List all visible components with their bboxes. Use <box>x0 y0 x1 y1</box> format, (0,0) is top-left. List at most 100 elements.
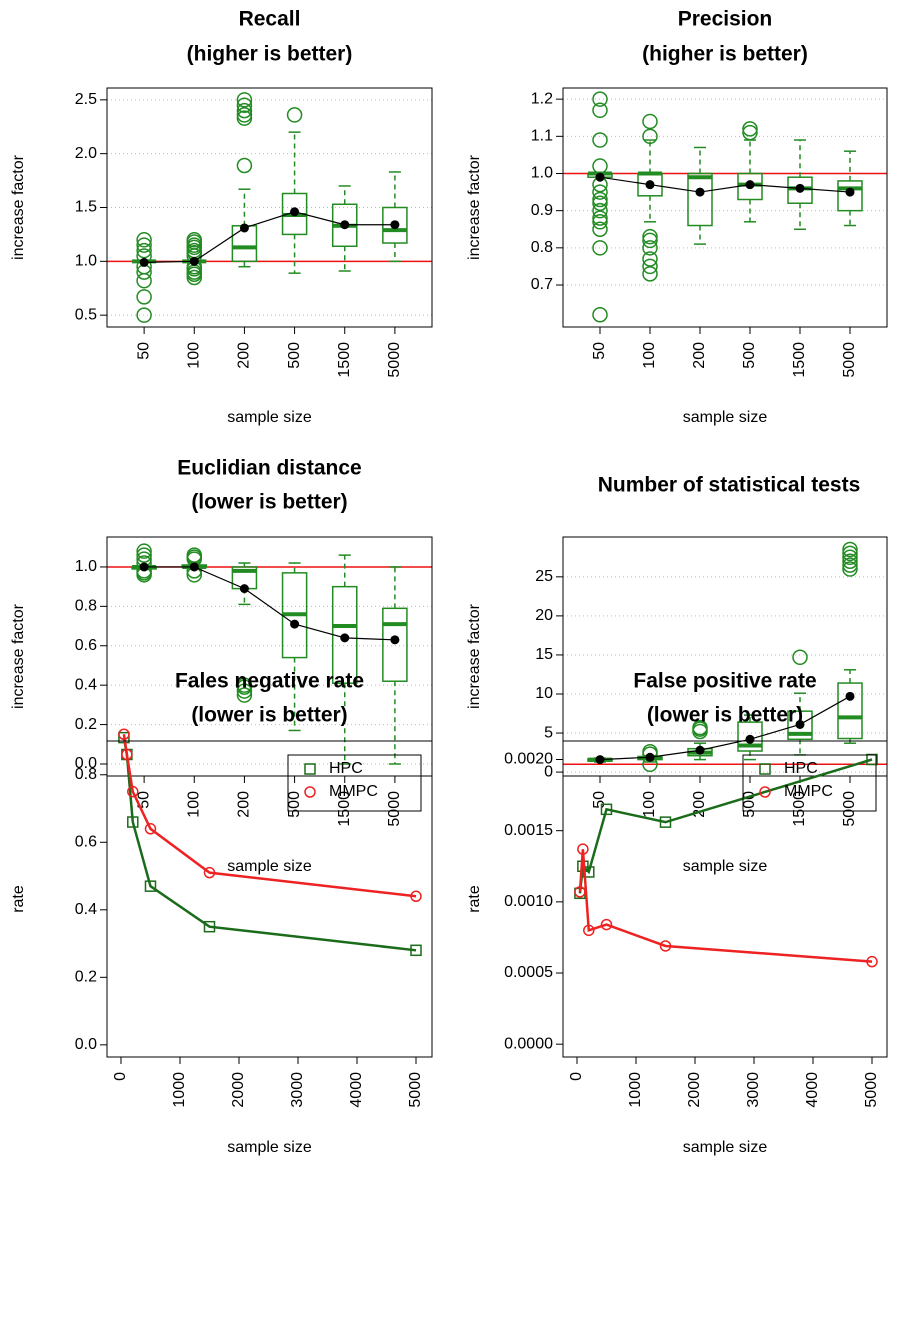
marker <box>866 955 878 968</box>
y-tick-label: 15 <box>535 646 553 663</box>
outlier <box>186 232 203 248</box>
y-tick-label: 0.2 <box>75 969 97 986</box>
y-axis-label: increase factor <box>466 603 483 709</box>
legend-marker <box>304 786 316 798</box>
mean-point <box>595 755 605 765</box>
outlier <box>792 649 808 666</box>
mean-point <box>239 223 249 233</box>
chart-title: Recall <box>239 8 301 31</box>
marker <box>127 785 139 798</box>
outlier <box>642 113 658 130</box>
outlier <box>136 232 152 248</box>
x-tick-label: 1500 <box>791 791 808 827</box>
chart-title: False positive rate <box>633 670 816 693</box>
y-tick-label: 1.2 <box>531 90 553 107</box>
outlier <box>592 132 608 148</box>
y-tick-label: 0.0000 <box>504 1035 553 1052</box>
x-axis-label: sample size <box>683 1139 768 1156</box>
mean-point <box>390 220 400 230</box>
plot-frame <box>562 536 888 777</box>
marker <box>583 924 595 937</box>
box <box>787 710 813 741</box>
outlier <box>592 202 608 219</box>
y-tick-label: 0.0005 <box>504 964 553 981</box>
marker <box>659 816 672 828</box>
mean-point <box>595 172 605 182</box>
outlier <box>136 307 152 323</box>
x-tick-label: 1000 <box>627 1072 644 1108</box>
mean-point <box>139 562 149 572</box>
mean-point <box>390 635 400 645</box>
x-axis-label: sample size <box>683 409 768 426</box>
y-tick-label: 1.0 <box>75 253 97 270</box>
y-tick-label: 1.5 <box>75 199 97 216</box>
y-tick-label: 0.9 <box>531 202 553 219</box>
x-axis-label: sample size <box>227 1139 312 1156</box>
outlier <box>642 232 658 249</box>
box <box>837 180 863 212</box>
x-tick-label: 5000 <box>386 342 403 378</box>
x-tick-label: 1500 <box>336 791 353 827</box>
legend-box <box>287 754 422 812</box>
outlier <box>236 677 253 693</box>
x-tick-label: 5000 <box>407 1072 424 1108</box>
outlier <box>592 240 608 256</box>
box <box>837 682 863 740</box>
outlier <box>842 553 858 569</box>
y-tick-label: 0.0010 <box>504 893 553 910</box>
x-tick-label: 4000 <box>804 1072 821 1108</box>
y-axis-label: increase factor <box>10 603 27 709</box>
chart-subtitle: (higher is better) <box>187 43 353 66</box>
y-tick-label: 0.0 <box>75 1036 97 1053</box>
y-tick-label: 0.5 <box>75 306 97 323</box>
mean-point <box>695 745 705 755</box>
outlier <box>236 687 253 703</box>
outlier <box>592 102 608 119</box>
mean-line <box>599 176 851 193</box>
x-tick-label: 50 <box>591 791 608 809</box>
outlier <box>742 121 758 137</box>
plot-frame <box>106 536 433 777</box>
outlier <box>592 158 608 174</box>
x-axis-label: sample size <box>227 409 312 426</box>
outlier <box>236 102 253 119</box>
x-axis-label: sample size <box>227 858 312 875</box>
outlier <box>286 107 303 123</box>
legend-label: HPC <box>329 760 363 777</box>
legend-label: MMPC <box>329 783 378 800</box>
outlier <box>592 184 608 200</box>
outlier <box>136 547 152 563</box>
marker <box>203 866 216 879</box>
chart-title: Number of statistical tests <box>598 474 861 497</box>
y-tick-label: 1.0 <box>75 558 97 575</box>
chart-title: Precision <box>678 8 773 31</box>
mean-point <box>189 256 199 266</box>
x-tick-label: 50 <box>591 342 608 360</box>
x-tick-label: 50 <box>135 342 152 360</box>
marker <box>600 918 613 931</box>
chart-subtitle: (higher is better) <box>642 43 808 66</box>
outlier <box>642 128 658 145</box>
x-tick-label: 2000 <box>230 1072 247 1108</box>
x-axis-label: sample size <box>683 858 768 875</box>
x-tick-label: 0 <box>568 1072 585 1081</box>
y-tick-label: 0.0020 <box>504 751 553 768</box>
y-axis-label: rate <box>10 885 27 913</box>
box <box>737 721 763 752</box>
y-tick-label: 0.6 <box>75 637 97 654</box>
box <box>382 607 408 682</box>
series-line <box>122 737 417 952</box>
y-tick-label: 5 <box>544 724 553 741</box>
series-line <box>578 849 873 963</box>
outlier <box>842 557 858 573</box>
outlier <box>236 97 253 113</box>
x-tick-label: 5000 <box>863 1072 880 1108</box>
marker <box>144 823 157 835</box>
series-line <box>122 734 417 898</box>
marker <box>118 728 130 740</box>
outlier <box>236 107 253 123</box>
x-tick-label: 0 <box>112 1072 129 1081</box>
y-axis-label: increase factor <box>466 154 483 260</box>
chart-title: Euclidian distance <box>177 457 361 480</box>
